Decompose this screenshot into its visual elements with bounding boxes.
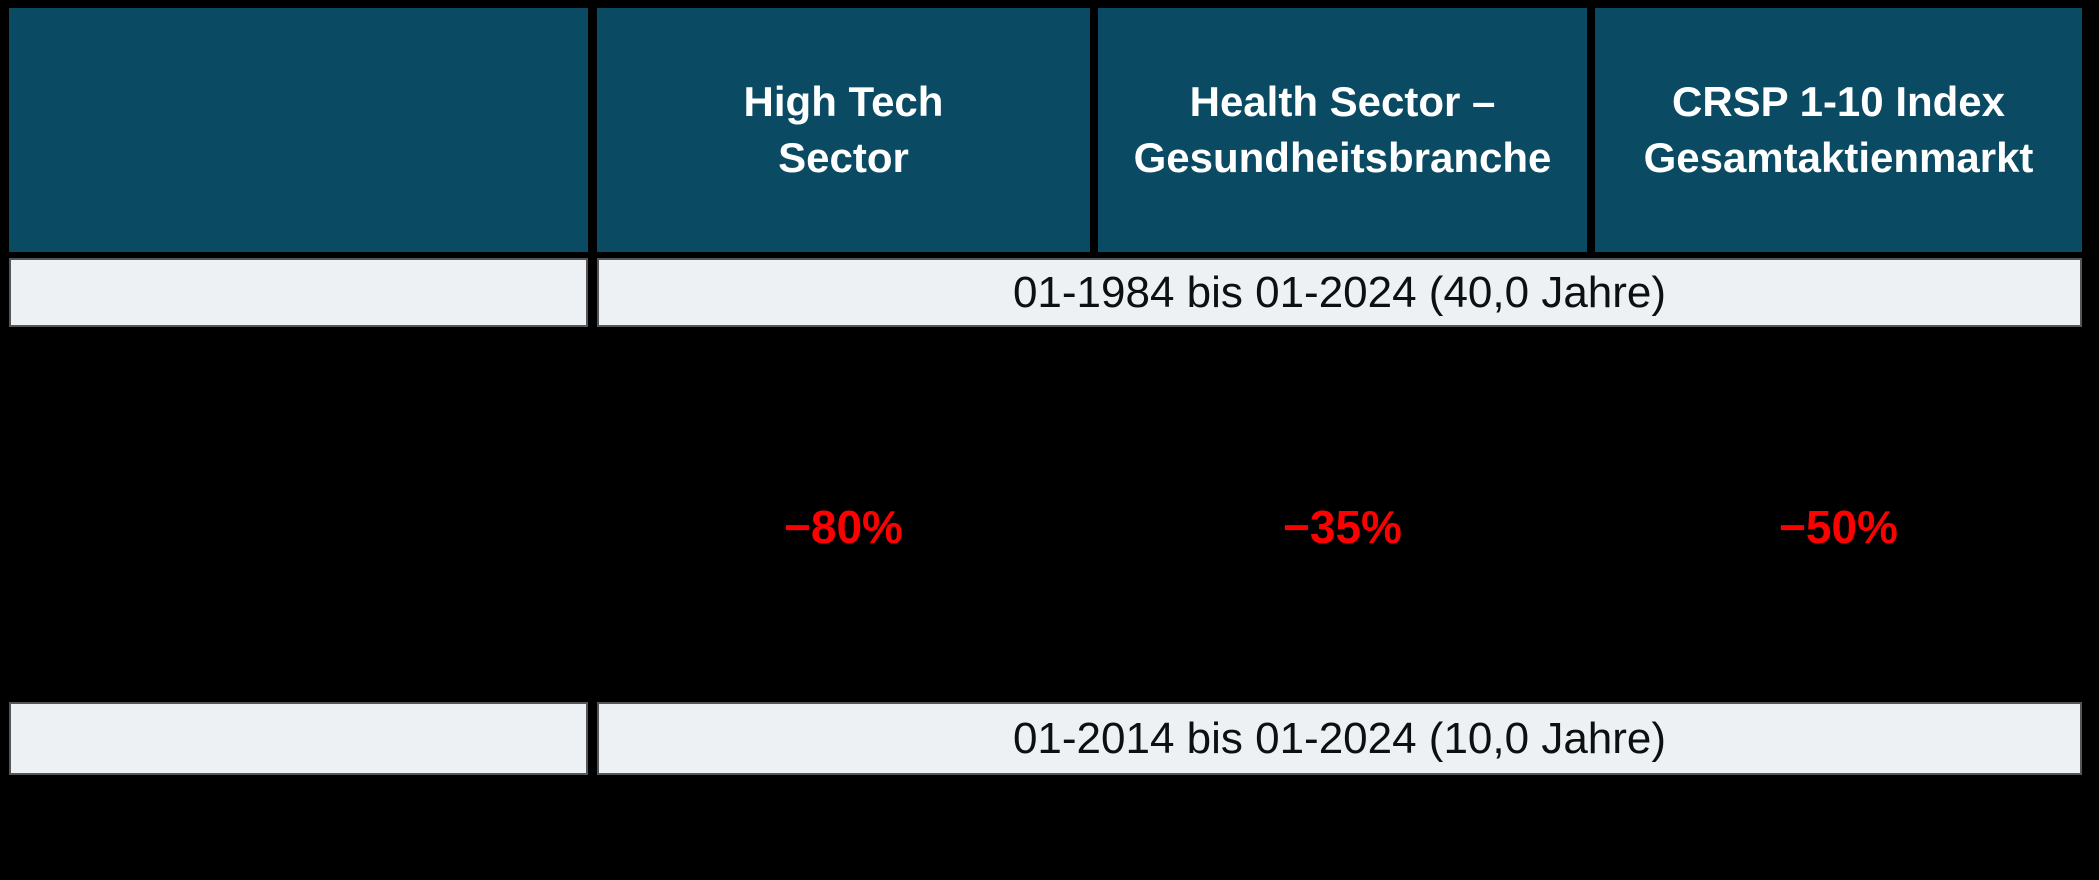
drawdown-value-crsp-index: −50% (1595, 490, 2082, 564)
column-title-line: High Tech (743, 78, 944, 125)
header-cell-empty (9, 8, 588, 252)
drawdown-value-health-sector: −35% (1098, 490, 1587, 564)
header-cell-high-tech-sector: High Tech Sector (597, 8, 1090, 252)
period-band-10y-rowlabel-cell (9, 702, 588, 775)
column-title-line: Gesamtaktienmarkt (1643, 134, 2034, 181)
column-title-line: Health Sector – (1189, 78, 1496, 125)
period-band-40y: 01-1984 bis 01-2024 (40,0 Jahre) (597, 258, 2082, 327)
column-title-line: CRSP 1-10 Index (1671, 78, 2006, 125)
header-cell-crsp-index: CRSP 1-10 Index Gesamtaktienmarkt (1595, 8, 2082, 252)
column-title-line: Sector (778, 134, 909, 181)
header-cell-health-sector: Health Sector – Gesundheitsbranche (1098, 8, 1587, 252)
period-band-label: 01-2014 bis 01-2024 (10,0 Jahre) (1012, 713, 1667, 763)
column-title-line: Gesundheitsbranche (1133, 134, 1552, 181)
period-band-label: 01-1984 bis 01-2024 (40,0 Jahre) (1012, 267, 1667, 317)
negative-percentage: −50% (1779, 501, 1898, 553)
negative-percentage: −35% (1283, 501, 1402, 553)
negative-percentage: −80% (784, 501, 903, 553)
drawdown-value-high-tech: −80% (597, 490, 1090, 564)
period-band-40y-rowlabel-cell (9, 258, 588, 327)
period-band-10y: 01-2014 bis 01-2024 (10,0 Jahre) (597, 702, 2082, 775)
